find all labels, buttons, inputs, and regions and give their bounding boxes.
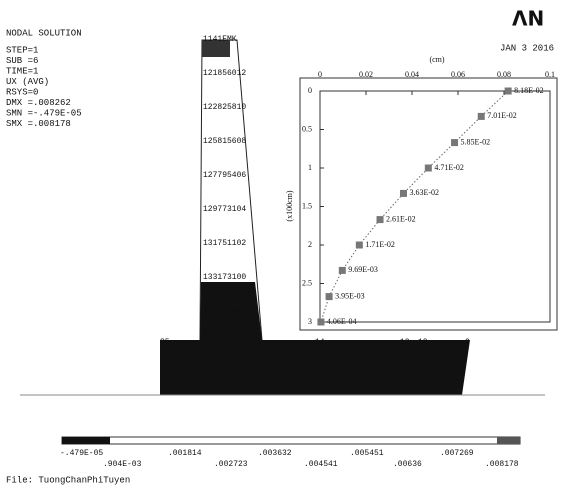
point [317, 319, 324, 326]
file-name: File: TuongChanPhiTuyen [6, 475, 130, 485]
point-label: 2.61E-02 [386, 214, 416, 223]
info-line: STEP=1 [6, 45, 38, 55]
legend-label: .003632 [258, 449, 292, 458]
legend-label: -.479E-05 [60, 449, 103, 458]
y-tick-label: 0.5 [302, 124, 312, 133]
x-tick-label: 0 [318, 70, 322, 79]
soil-label: 10 [418, 338, 428, 347]
x-tick-label: 0.04 [405, 70, 419, 79]
y-tick-label: 1 [308, 163, 312, 172]
legend-label: .00636 [393, 460, 422, 469]
point [478, 113, 485, 120]
soil-label: 12 [400, 338, 410, 347]
y-axis-label: (x100cm) [285, 190, 294, 221]
point [505, 88, 512, 95]
legend-label: .001814 [168, 449, 202, 458]
y-tick-label: 2 [308, 240, 312, 249]
y-tick-label: 2.5 [302, 278, 312, 287]
date: JAN 3 2016 [500, 43, 554, 53]
point-label: 9.69E-03 [348, 265, 378, 274]
node-label: 125815608 [203, 137, 246, 146]
node-label: 133173100 [203, 273, 246, 282]
logo: ΛN [512, 7, 544, 31]
point-label: 8.18E-02 [514, 86, 544, 95]
point-label: 3.95E-03 [335, 291, 365, 300]
x-tick-label: 0.1 [545, 70, 555, 79]
point [377, 216, 384, 223]
x-axis-label: (cm) [429, 55, 444, 64]
soil-label: 85 [160, 338, 170, 347]
title: NODAL SOLUTION [6, 28, 82, 38]
legend-low [62, 437, 110, 444]
node-label: 1141EMK [203, 35, 237, 44]
legend-label: .002723 [214, 460, 248, 469]
soil-label: 2 [465, 338, 470, 347]
screen: NODAL SOLUTION STEP=1SUB =6TIME=1UX (AVG)… [0, 0, 565, 487]
soil-label: 12 [230, 338, 240, 347]
info-line: RSYS=0 [6, 87, 38, 97]
legend-bar [62, 437, 520, 444]
soil [160, 340, 470, 395]
point [451, 139, 458, 146]
point [400, 190, 407, 197]
info-line: SMN =-.479E-05 [6, 108, 82, 118]
info-line: DMX =.008262 [6, 98, 71, 108]
point [356, 242, 363, 249]
legend-label: .005451 [350, 449, 384, 458]
point-label: 4.06E-04 [327, 317, 357, 326]
point-label: 7.01E-02 [487, 111, 517, 120]
node-label: 131751102 [203, 239, 246, 248]
x-tick-label: 0.08 [497, 70, 511, 79]
y-tick-label: 1.5 [302, 201, 312, 210]
point-label: 1.71E-02 [365, 240, 395, 249]
info-line: SUB =6 [6, 56, 38, 66]
point-label: 4.71E-02 [434, 163, 464, 172]
x-tick-label: 0.06 [451, 70, 465, 79]
node-label: 122825810 [203, 103, 246, 112]
legend-label: .008178 [485, 460, 519, 469]
info-line: TIME=1 [6, 66, 38, 76]
legend-label: .004541 [304, 460, 338, 469]
info-line: UX (AVG) [6, 77, 49, 87]
legend-high [497, 437, 520, 444]
page: NODAL SOLUTION STEP=1SUB =6TIME=1UX (AVG)… [0, 0, 565, 487]
point [425, 165, 432, 172]
soil-label: 14 [315, 338, 325, 347]
y-tick-label: 0 [308, 86, 312, 95]
point-label: 5.85E-02 [461, 137, 491, 146]
info-line: SMX =.008178 [6, 119, 71, 129]
node-label: 129773104 [203, 205, 246, 214]
point-label: 3.63E-02 [409, 188, 439, 197]
point [339, 267, 346, 274]
legend-label: .904E-03 [103, 460, 142, 469]
y-tick-label: 3 [308, 317, 312, 326]
node-label: 121856012 [203, 69, 246, 78]
point [326, 293, 333, 300]
legend-label: .007269 [440, 449, 474, 458]
x-tick-label: 0.02 [359, 70, 373, 79]
node-label: 13171198 [203, 307, 242, 316]
node-label: 127795406 [203, 171, 246, 180]
